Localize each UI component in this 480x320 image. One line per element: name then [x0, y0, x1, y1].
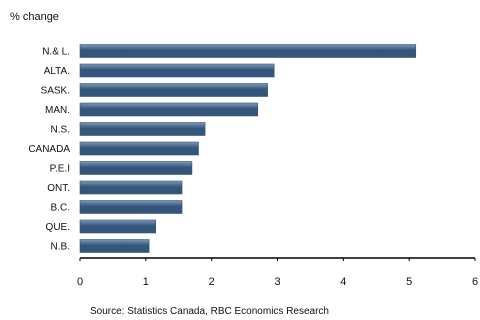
bar	[79, 102, 259, 117]
x-tick-label: 4	[340, 276, 346, 288]
category-label: N.B.	[51, 242, 70, 253]
category-label: SASK.	[41, 86, 70, 97]
bar	[79, 200, 183, 214]
bar	[79, 141, 199, 156]
category-label: B.C.	[51, 203, 70, 214]
bar	[79, 83, 268, 97]
category-label: MAN.	[45, 105, 70, 116]
category-label: CANADA	[28, 144, 70, 155]
source-note: Source: Statistics Canada, RBC Economics…	[90, 306, 329, 317]
bar	[79, 44, 417, 58]
x-tick-label: 2	[209, 276, 215, 288]
x-tick-label: 6	[472, 276, 478, 288]
y-axis-unit-label: % change	[10, 11, 59, 23]
category-labels: N.& L. ALTA. SASK. MAN. N.S. CANADA P.E.I ONT. B…	[28, 47, 70, 253]
bar	[79, 161, 193, 175]
bar	[79, 239, 150, 253]
category-label: P.E.I	[50, 164, 70, 175]
category-label: N.& L.	[42, 47, 70, 58]
bar	[79, 180, 183, 195]
x-tick-label: 0	[77, 276, 83, 288]
category-label: QUE.	[46, 222, 70, 233]
bars	[79, 44, 417, 253]
category-label: ALTA.	[44, 66, 70, 77]
x-axis: 0 1 2 3 4 5 6	[77, 257, 478, 288]
category-label: N.S.	[51, 125, 70, 136]
bar	[79, 63, 275, 78]
category-label: ONT.	[47, 183, 70, 194]
bar	[79, 219, 157, 234]
x-tick-label: 5	[406, 276, 412, 288]
x-tick-label: 1	[143, 276, 149, 288]
bar	[79, 122, 206, 136]
x-tick-label: 3	[274, 276, 280, 288]
